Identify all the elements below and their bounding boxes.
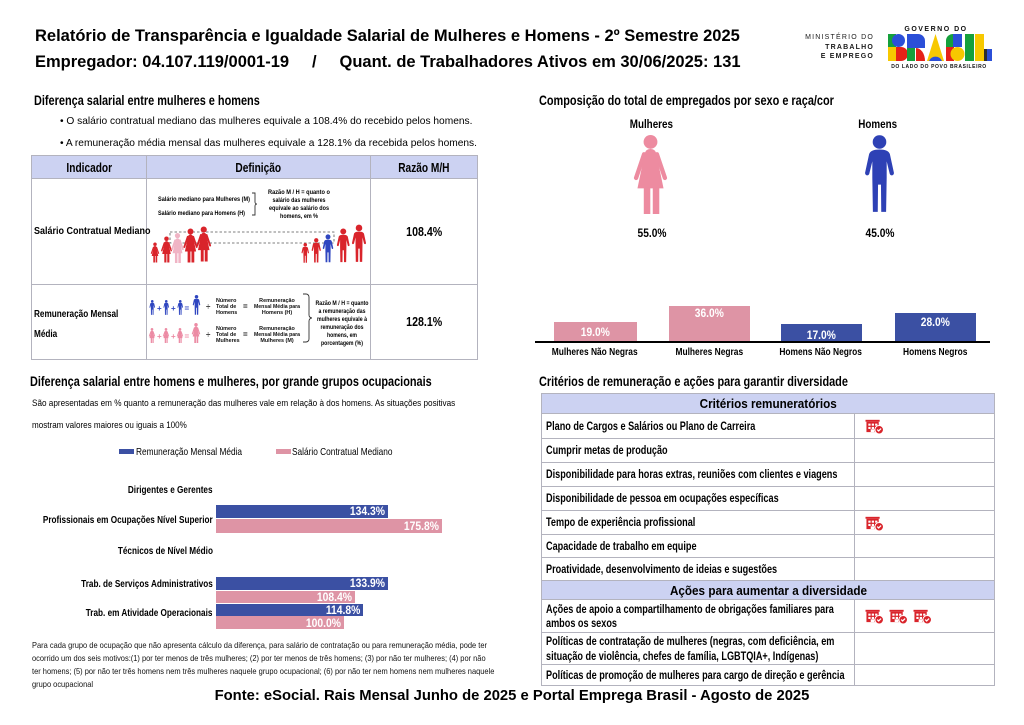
svg-text:÷: ÷ xyxy=(206,330,211,339)
svg-text:=: = xyxy=(243,330,248,339)
svg-text:+: + xyxy=(157,332,162,341)
svg-text:Remuneração: Remuneração xyxy=(259,298,295,304)
svg-text:Salário mediano para Homens (H: Salário mediano para Homens (H) xyxy=(158,210,245,217)
svg-text:salário das mulheres: salário das mulheres xyxy=(273,197,326,204)
svg-text:a remuneração das: a remuneração das xyxy=(319,309,367,315)
svg-text:Número: Número xyxy=(216,326,237,332)
svg-text:Mulheres (M): Mulheres (M) xyxy=(260,338,293,344)
svg-text:homens, em %: homens, em % xyxy=(280,213,318,220)
svg-text:+: + xyxy=(171,332,176,341)
svg-text:Total de: Total de xyxy=(216,304,236,310)
svg-text:Razão M / H = quanto: Razão M / H = quanto xyxy=(316,301,369,307)
svg-text:Número: Número xyxy=(216,298,237,304)
svg-text:remuneração dos: remuneração dos xyxy=(321,325,365,331)
svg-text:porcentagem (%): porcentagem (%) xyxy=(321,341,363,347)
svg-text:Mulheres: Mulheres xyxy=(216,338,240,344)
svg-text:=: = xyxy=(243,302,248,311)
svg-text:÷: ÷ xyxy=(206,302,211,311)
svg-text:mulheres equivale à: mulheres equivale à xyxy=(317,317,368,323)
svg-text:equivale ao salário dos: equivale ao salário dos xyxy=(269,205,329,212)
svg-text:Homens (H): Homens (H) xyxy=(262,310,292,316)
svg-text:=: = xyxy=(185,304,190,313)
svg-text:=: = xyxy=(185,332,190,341)
svg-text:GOVERNO DO: GOVERNO DO xyxy=(904,26,967,33)
svg-text:Remuneração: Remuneração xyxy=(259,326,295,332)
svg-text:+: + xyxy=(171,304,176,313)
svg-text:DO LADO DO POVO BRASILEIRO: DO LADO DO POVO BRASILEIRO xyxy=(891,64,987,70)
svg-text:Mensal Média para: Mensal Média para xyxy=(254,332,301,338)
svg-text:Total de: Total de xyxy=(216,332,236,338)
svg-text:homens, em: homens, em xyxy=(327,333,357,339)
svg-text:Mensal Média para: Mensal Média para xyxy=(254,304,301,310)
svg-text:Homens: Homens xyxy=(216,310,237,316)
svg-text:Razão M / H = quanto o: Razão M / H = quanto o xyxy=(268,189,330,196)
svg-text:Salário mediano para Mulheres: Salário mediano para Mulheres (M) xyxy=(158,196,250,203)
svg-text:+: + xyxy=(157,304,162,313)
